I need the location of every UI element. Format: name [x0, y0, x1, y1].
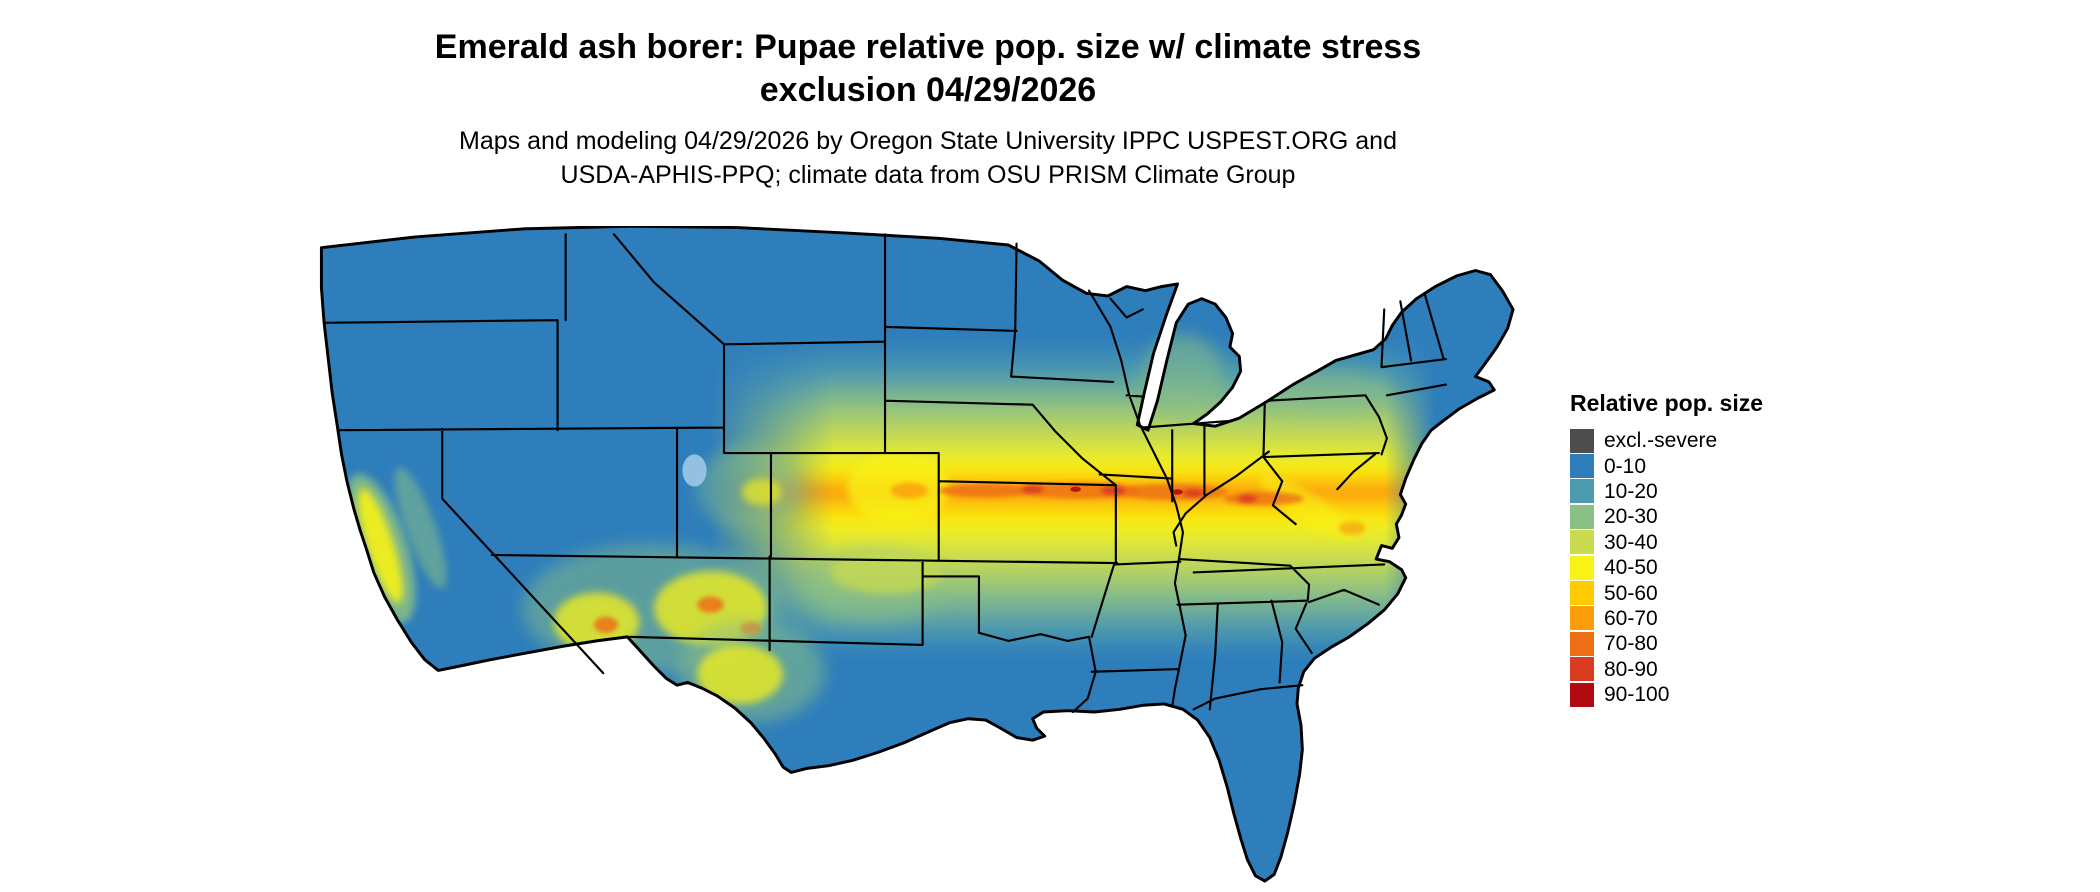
legend-label: 90-100 [1604, 683, 1670, 707]
legend-item: 0-10 [1570, 453, 1763, 479]
legend-swatch [1570, 555, 1594, 580]
legend-item: 40-50 [1570, 555, 1763, 580]
legend-swatch [1570, 581, 1594, 606]
legend-item: 50-60 [1570, 580, 1763, 606]
legend-label: 50-60 [1604, 581, 1658, 605]
figure-title-line2: exclusion 04/29/2026 [759, 71, 1097, 109]
legend-label: 30-40 [1604, 530, 1658, 554]
legend-item: 70-80 [1570, 631, 1763, 656]
legend-swatch [1570, 631, 1594, 656]
legend-label: 80-90 [1604, 657, 1658, 681]
legend: Relative pop. size excl.-severe 0-10 10-… [1570, 390, 1763, 707]
legend-label: 40-50 [1604, 556, 1658, 580]
legend-swatch [1570, 530, 1594, 555]
legend-swatch [1570, 682, 1594, 707]
legend-label: 20-30 [1604, 505, 1658, 529]
legend-item: 80-90 [1570, 657, 1763, 682]
figure-subtitle-line2: USDA-APHIS-PPQ; climate data from OSU PR… [560, 161, 1296, 189]
legend-item: excl.-severe [1570, 428, 1763, 453]
legend-label: 0-10 [1604, 454, 1647, 478]
legend-swatch [1570, 479, 1594, 504]
legend-item: 60-70 [1570, 606, 1763, 631]
legend-swatch [1570, 504, 1594, 529]
us-map [319, 226, 1515, 883]
legend-label: 60-70 [1604, 606, 1658, 630]
legend-title: Relative pop. size [1570, 390, 1764, 416]
figure-title: Emerald ash borer: Pupae relative pop. s… [0, 26, 1856, 112]
legend-item: 10-20 [1570, 479, 1763, 504]
legend-swatch [1570, 657, 1594, 682]
legend-swatch [1570, 428, 1594, 453]
figure-subtitle-line1: Maps and modeling 04/29/2026 by Oregon S… [459, 127, 1397, 155]
legend-item: 30-40 [1570, 530, 1763, 555]
legend-swatch [1570, 454, 1594, 479]
state-borders [323, 233, 1448, 714]
figure-title-line1: Emerald ash borer: Pupae relative pop. s… [434, 28, 1422, 66]
figure-subtitle: Maps and modeling 04/29/2026 by Oregon S… [0, 124, 1856, 192]
legend-item: 90-100 [1570, 682, 1763, 707]
legend-item: 20-30 [1570, 504, 1763, 529]
legend-swatch [1570, 606, 1594, 631]
legend-label: excl.-severe [1604, 429, 1718, 453]
legend-label: 70-80 [1604, 632, 1658, 656]
legend-label: 10-20 [1604, 479, 1658, 503]
